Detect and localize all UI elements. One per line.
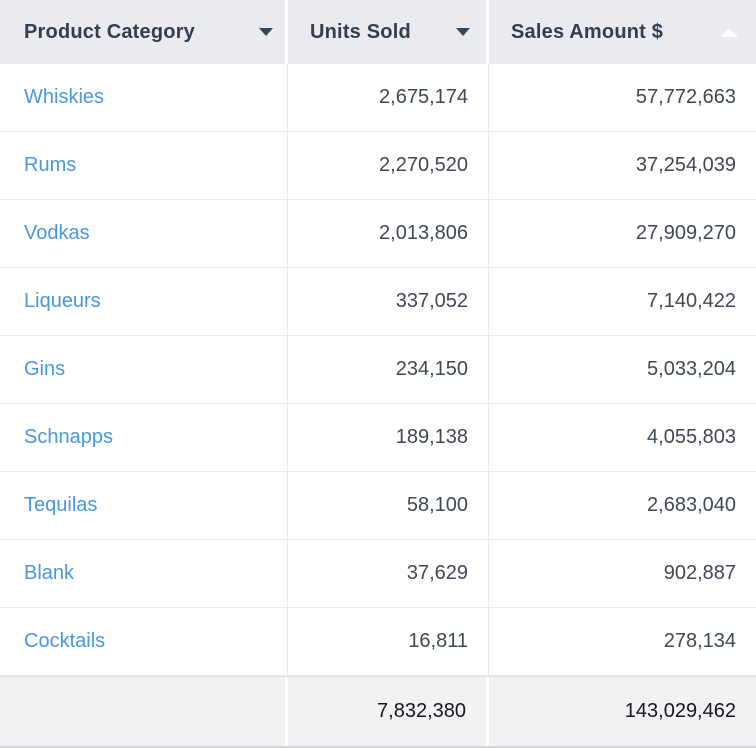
category-link[interactable]: Whiskies: [24, 86, 105, 108]
table-header-row: Product Category Units Sold Sales Amount…: [0, 0, 756, 64]
column-header-sales-amount-label: Sales Amount $: [511, 20, 664, 43]
units-sold-cell: 2,270,520: [288, 132, 489, 199]
column-header-units-sold-label: Units Sold: [310, 20, 411, 43]
category-link[interactable]: Rums: [24, 154, 77, 176]
caret-down-icon[interactable]: [259, 28, 273, 36]
category-link[interactable]: Cocktails: [24, 630, 106, 652]
caret-down-icon[interactable]: [456, 28, 470, 36]
sales-amount-cell: 7,140,422: [647, 290, 736, 312]
category-link[interactable]: Gins: [24, 358, 66, 380]
sales-amount-cell: 278,134: [663, 630, 736, 652]
category-cell: Whiskies: [0, 64, 288, 131]
units-sold-cell: 2,013,806: [288, 200, 489, 267]
category-cell: Gins: [0, 336, 288, 403]
sort-up-icon[interactable]: [720, 27, 738, 37]
table-row: Rums 2,270,520 37,254,039: [0, 132, 756, 200]
column-header-product-category[interactable]: Product Category: [0, 0, 288, 64]
category-link[interactable]: Vodkas: [24, 222, 90, 244]
column-header-sales-amount[interactable]: Sales Amount $: [489, 0, 756, 64]
units-sold-cell: 337,052: [288, 268, 489, 335]
category-link[interactable]: Tequilas: [24, 494, 98, 516]
sales-amount-cell: 27,909,270: [635, 222, 736, 244]
table-row: Tequilas 58,100 2,683,040: [0, 472, 756, 540]
total-sales-amount: 143,029,462: [489, 677, 756, 746]
sales-amount-cell: 37,254,039: [635, 154, 736, 176]
category-link[interactable]: Liqueurs: [24, 290, 101, 312]
table-row: Schnapps 189,138 4,055,803: [0, 404, 756, 472]
table-row: Gins 234,150 5,033,204: [0, 336, 756, 404]
total-empty-cell: [0, 677, 288, 746]
units-sold-cell: 189,138: [288, 404, 489, 471]
table-row: Whiskies 2,675,174 57,772,663: [0, 64, 756, 132]
column-header-units-sold[interactable]: Units Sold: [288, 0, 489, 64]
sales-amount-cell: 902,887: [663, 562, 736, 584]
units-sold-cell: 2,675,174: [288, 64, 489, 131]
category-link[interactable]: Schnapps: [24, 426, 113, 448]
sales-amount-cell: 57,772,663: [635, 86, 736, 108]
category-link[interactable]: Blank: [24, 562, 75, 584]
category-cell: Tequilas: [0, 472, 288, 539]
sales-amount-cell: 5,033,204: [647, 358, 736, 380]
table-row: Vodkas 2,013,806 27,909,270: [0, 200, 756, 268]
category-cell: Schnapps: [0, 404, 288, 471]
table-body: Whiskies 2,675,174 57,772,663 Rums 2,270,520…: [0, 64, 756, 676]
category-cell: Cocktails: [0, 608, 288, 675]
table-row: Liqueurs 337,052 7,140,422: [0, 268, 756, 336]
category-cell: Blank: [0, 540, 288, 607]
total-units-sold: 7,832,380: [288, 677, 489, 746]
category-cell: Vodkas: [0, 200, 288, 267]
units-sold-cell: 37,629: [288, 540, 489, 607]
category-cell: Liqueurs: [0, 268, 288, 335]
units-sold-cell: 16,811: [288, 608, 489, 675]
sales-amount-cell: 2,683,040: [647, 494, 736, 516]
table-row: Cocktails 16,811 278,134: [0, 608, 756, 676]
units-sold-cell: 58,100: [288, 472, 489, 539]
units-sold-cell: 234,150: [288, 336, 489, 403]
table-total-row: 7,832,380 143,029,462: [0, 676, 756, 748]
table-row: Blank 37,629 902,887: [0, 540, 756, 608]
category-cell: Rums: [0, 132, 288, 199]
sales-amount-cell: 4,055,803: [647, 426, 736, 448]
column-header-product-category-label: Product Category: [24, 20, 196, 43]
